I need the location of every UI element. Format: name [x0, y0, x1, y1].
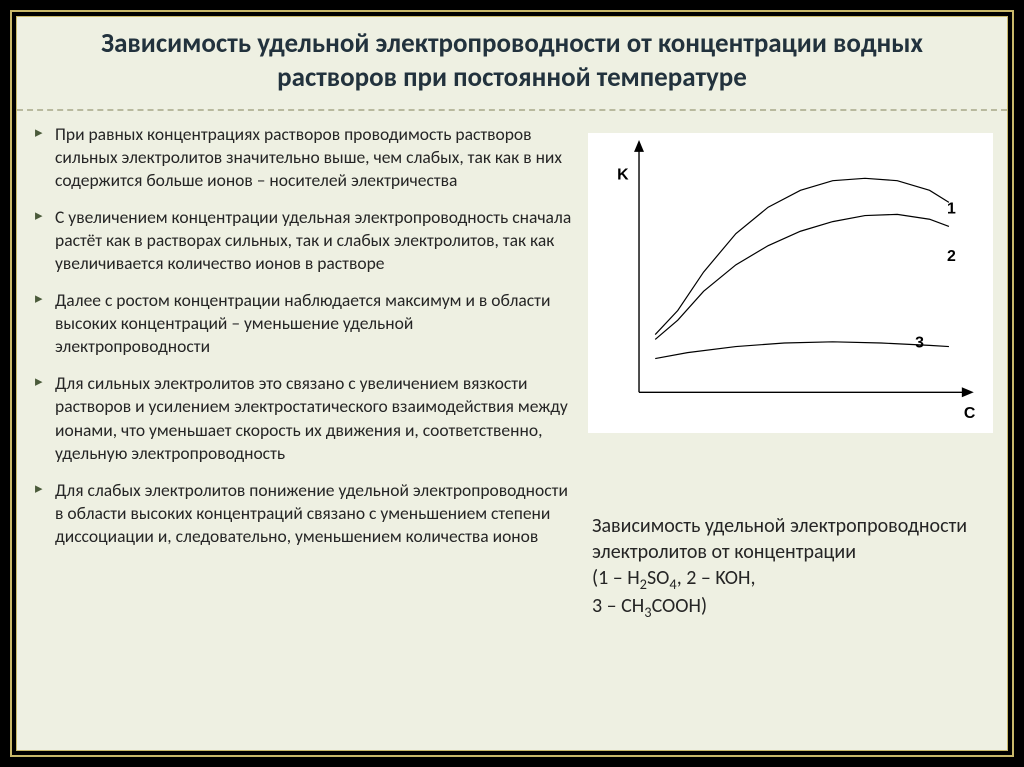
bullet-item: С увеличением концентрации удельная элек… — [27, 206, 572, 275]
conductivity-chart: K С 1 2 3 — [588, 133, 993, 433]
caption-intro: Зависимость удельной электропроводности … — [592, 514, 967, 564]
slide-frame-outer: Зависимость удельной электропроводности … — [10, 10, 1014, 757]
caption-legend-2a: 3 – CH — [592, 594, 644, 618]
caption-legend-2b: COOH) — [652, 594, 708, 618]
page-title: Зависимость удельной электропроводности … — [47, 27, 977, 95]
bullet-item: Для слабых электролитов понижение удельн… — [27, 479, 572, 548]
svg-text:K: K — [617, 166, 629, 183]
bullet-item: Для сильных электролитов это связано с у… — [27, 372, 572, 464]
bullet-item: Далее с ростом концентрации наблюдается … — [27, 289, 572, 358]
content-row: При равных концентрациях растворов прово… — [17, 111, 1007, 622]
title-block: Зависимость удельной электропроводности … — [17, 17, 1007, 111]
caption-sub: 4 — [669, 575, 676, 593]
slide-frame-inner: Зависимость удельной электропроводности … — [16, 16, 1008, 751]
chart-svg: K С 1 2 3 — [589, 134, 992, 432]
caption-legend-1c: , 2 – KOH, — [677, 566, 756, 590]
svg-text:1: 1 — [947, 200, 956, 217]
svg-text:2: 2 — [947, 248, 956, 265]
svg-text:3: 3 — [915, 334, 924, 351]
bullet-item: При равных концентрациях растворов прово… — [27, 123, 572, 192]
chart-caption: Зависимость удельной электропроводности … — [588, 513, 997, 622]
svg-text:С: С — [964, 405, 976, 422]
chart-column: K С 1 2 3 Зависимость удельной электропровод… — [582, 123, 997, 622]
bullet-list: При равных концентрациях растворов прово… — [27, 123, 572, 549]
caption-legend-1a: (1 – H — [592, 566, 640, 590]
caption-legend-1b: SO — [647, 566, 669, 590]
bullet-column: При равных концентрациях растворов прово… — [27, 123, 582, 622]
caption-sub: 3 — [644, 603, 651, 621]
caption-sub: 2 — [640, 575, 647, 593]
